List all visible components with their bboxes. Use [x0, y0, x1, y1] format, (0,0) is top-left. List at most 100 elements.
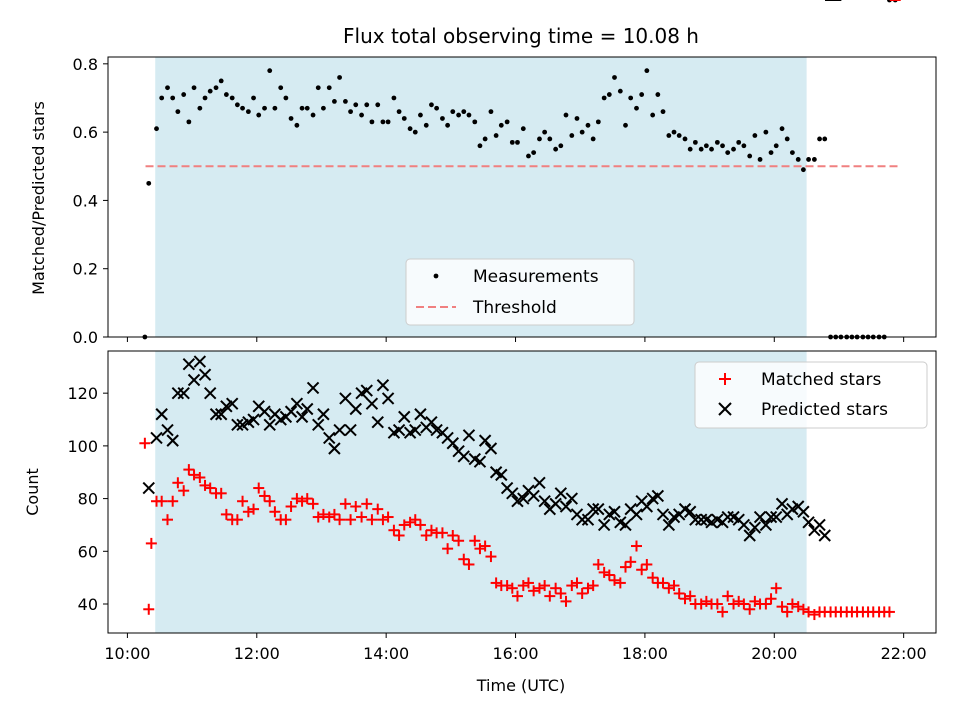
matched-star-point — [533, 582, 545, 594]
predicted-star-point — [258, 405, 271, 418]
top-panel-frame — [107, 56, 937, 338]
matched-star-point — [312, 511, 324, 523]
measurement-point — [493, 133, 499, 138]
measurement-point — [634, 105, 639, 111]
measurement-point — [822, 136, 828, 142]
predicted-star-point — [290, 397, 304, 410]
matched-star-point — [808, 609, 820, 621]
matched-star-point — [620, 561, 631, 573]
predicted-star-point — [360, 384, 373, 397]
measurement-point — [262, 105, 267, 111]
predicted-star-point — [247, 413, 260, 426]
measurement-point — [692, 139, 698, 145]
legend-measurements-marker — [433, 273, 439, 279]
predicted-star-point — [231, 418, 244, 432]
measurement-point — [725, 150, 731, 156]
predicted-star-point — [203, 386, 217, 400]
predicted-star-point — [462, 429, 476, 442]
matched-star-point — [361, 498, 373, 510]
matched-star-point — [453, 535, 465, 547]
measurement-point — [159, 95, 165, 101]
predicted-star-point — [187, 373, 201, 387]
predicted-star-point — [312, 418, 325, 432]
predicted-star-point — [797, 505, 810, 518]
measurement-point — [779, 126, 785, 132]
measurement-point — [445, 122, 451, 128]
matched-star-point — [345, 514, 357, 526]
top-panel: 0.00.20.40.60.8 Matched/Predicted stars … — [29, 0, 937, 347]
bottom-panel-frame — [107, 350, 937, 634]
predicted-star-point — [764, 510, 778, 524]
measurement-point — [294, 122, 300, 128]
matched-star-point — [555, 587, 567, 599]
measurement-point — [283, 95, 289, 101]
measurement-point — [326, 85, 332, 91]
measurement-point — [504, 119, 510, 125]
measurement-point — [752, 133, 758, 138]
measurement-point — [299, 105, 305, 111]
measurement-point — [687, 146, 693, 152]
measurement-point — [234, 102, 240, 108]
matched-star-point — [733, 595, 745, 607]
measurement-point — [606, 92, 612, 97]
measurement-point — [574, 116, 580, 121]
matched-star-point — [188, 469, 200, 481]
predicted-star-point — [656, 508, 670, 521]
measurement-point — [186, 119, 192, 125]
predicted-star-point — [177, 386, 190, 400]
top-y-axis-label: Matched/Predicted stars — [29, 101, 48, 295]
measurement-point — [698, 146, 704, 152]
matched-star-point — [728, 598, 740, 610]
matched-star-point — [695, 598, 707, 610]
matched-star-point — [582, 582, 594, 594]
matched-star-point — [776, 601, 788, 613]
legend-predicted-label: Predicted stars — [761, 400, 888, 420]
predicted-star-point — [802, 516, 815, 529]
measurement-point — [315, 85, 321, 91]
predicted-star-point — [317, 408, 330, 421]
measurement-point — [671, 129, 677, 135]
matched-star-point — [501, 580, 513, 592]
measurement-point — [332, 98, 337, 104]
matched-star-point — [280, 514, 292, 526]
matched-star-point — [328, 508, 340, 520]
predicted-star-point — [527, 489, 540, 503]
xtick-label: 22:00 — [881, 644, 927, 663]
matched-star-point — [436, 527, 448, 539]
matched-star-point — [711, 598, 723, 610]
predicted-star-point — [284, 405, 298, 418]
measurement-point — [240, 105, 245, 111]
measurement-point — [407, 126, 413, 132]
predicted-star-point — [592, 502, 605, 516]
matched-star-point — [253, 482, 265, 494]
matched-star-point — [663, 582, 675, 594]
matched-star-point — [883, 606, 895, 618]
measurement-point — [709, 146, 714, 152]
predicted-star-point — [171, 386, 185, 400]
matched-star-point — [506, 582, 518, 594]
matched-star-point — [167, 495, 179, 507]
measurement-point — [278, 85, 284, 91]
matched-star-point — [625, 556, 637, 568]
measurement-point — [207, 88, 213, 94]
predicted-star-point — [446, 437, 459, 450]
measurement-point — [423, 122, 429, 128]
top-ytick-label: 0.0 — [73, 328, 98, 347]
matched-star-point — [447, 529, 459, 541]
predicted-star-point — [328, 442, 341, 455]
measurement-point — [304, 105, 310, 111]
measurement-point — [456, 112, 462, 118]
predicted-star-point — [565, 492, 579, 505]
matched-star-point — [269, 506, 281, 518]
predicted-star-point — [533, 476, 546, 489]
matched-star-point — [162, 514, 174, 526]
measurement-point — [703, 143, 709, 149]
measurement-point — [440, 116, 445, 121]
matched-star-point — [414, 519, 426, 531]
matched-star-point — [377, 514, 389, 526]
measurement-point — [515, 139, 520, 145]
measurement-point — [800, 167, 806, 173]
predicted-star-point — [575, 513, 589, 526]
matched-star-point — [285, 500, 297, 512]
